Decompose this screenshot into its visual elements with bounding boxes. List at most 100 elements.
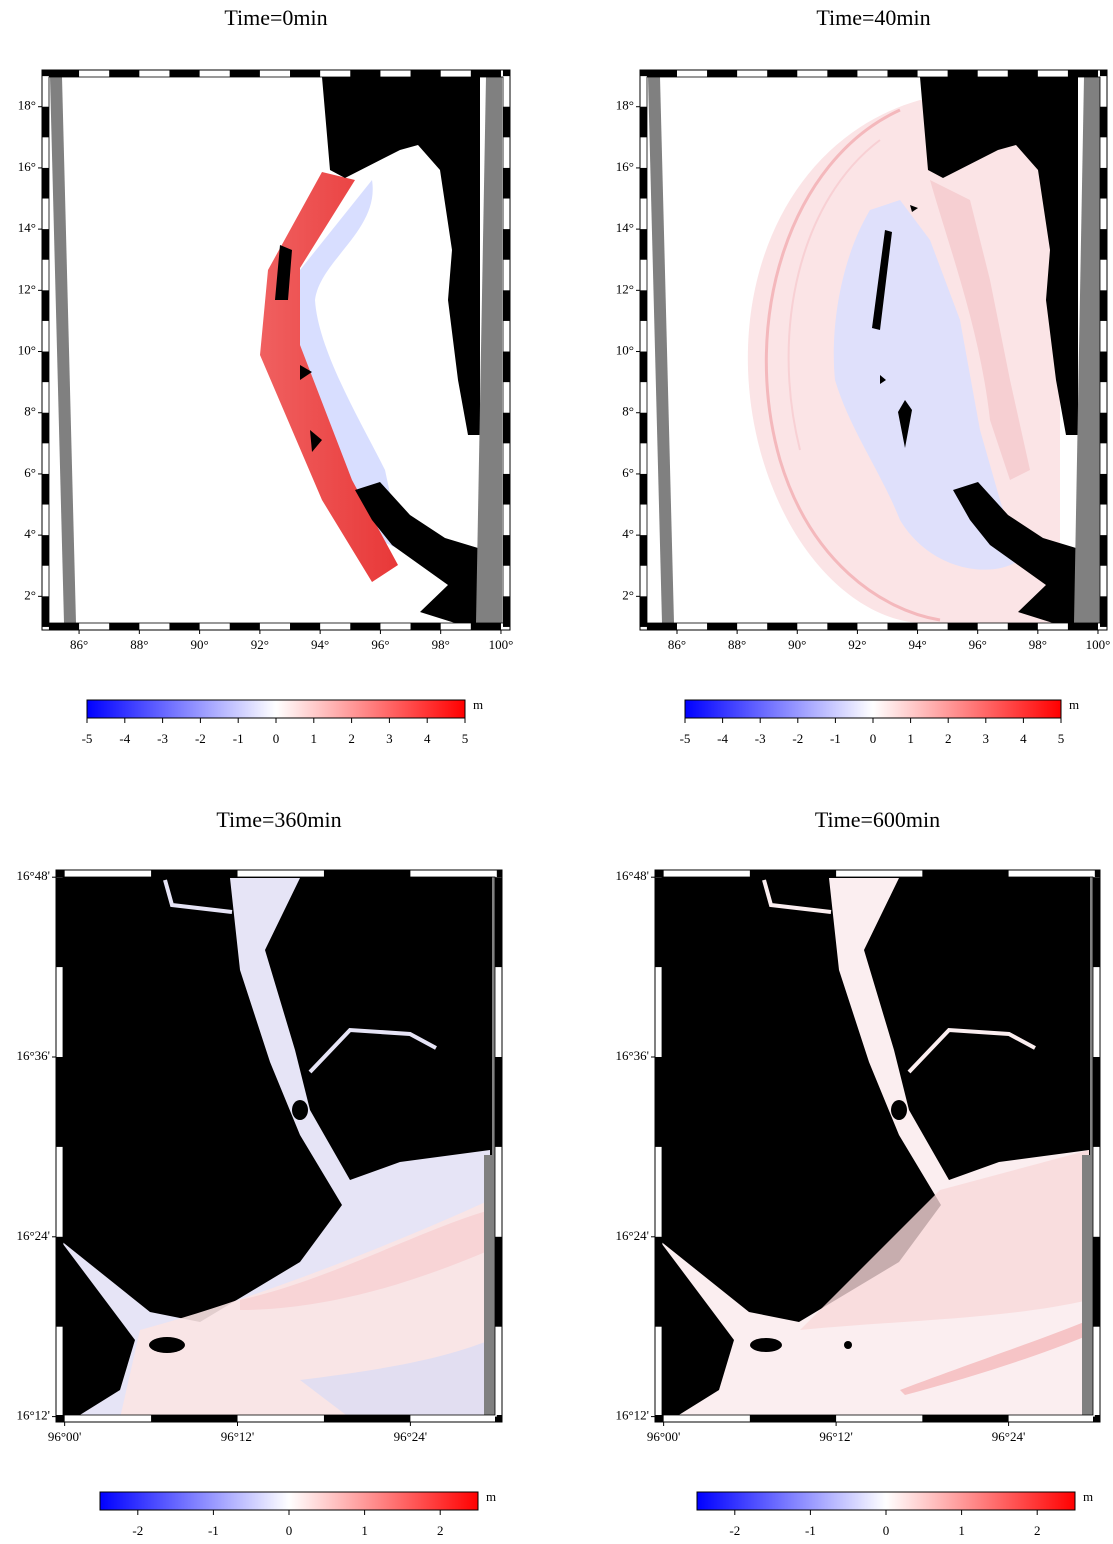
frame-segment xyxy=(922,870,1009,877)
colorbar-tick-label: 2 xyxy=(348,731,355,746)
x-tick-label: 86° xyxy=(70,637,88,652)
frame-segment xyxy=(1100,535,1107,566)
frame-segment xyxy=(947,70,978,77)
x-tick-label: 96° xyxy=(371,637,389,652)
x-tick-label: 90° xyxy=(788,637,806,652)
y-tick-label: 16° xyxy=(616,159,634,174)
y-tick-label: 16°24' xyxy=(16,1228,50,1243)
frame-segment xyxy=(323,1415,411,1422)
frame-segment xyxy=(640,351,647,383)
colorbar-tick-label: 5 xyxy=(1058,731,1065,746)
frame-segment xyxy=(1007,623,1038,630)
colorbar-tick-label: -2 xyxy=(792,731,803,746)
frame-segment xyxy=(496,870,502,877)
x-tick-label: 96°12' xyxy=(819,1429,853,1444)
colorbar-tick-label: -1 xyxy=(233,731,244,746)
frame-segment xyxy=(1093,1056,1100,1147)
frame-segment xyxy=(1100,106,1107,138)
frame-segment xyxy=(947,623,978,630)
frame-segment xyxy=(1100,412,1107,444)
x-tick-label: 96°00' xyxy=(647,1429,681,1444)
frame-segment xyxy=(767,70,798,77)
colorbar-tick-label: 2 xyxy=(945,731,952,746)
frame-segment xyxy=(109,70,140,77)
map-3 xyxy=(662,877,1093,1415)
frame-segment xyxy=(503,596,510,627)
y-tick-label: 18° xyxy=(18,98,36,113)
x-tick-label: 92° xyxy=(848,637,866,652)
x-tick-label: 96° xyxy=(969,637,987,652)
frame-segment xyxy=(887,623,918,630)
x-tick-label: 88° xyxy=(130,637,148,652)
y-tick-label: 12° xyxy=(616,281,634,296)
frame-segment xyxy=(42,473,49,505)
frame-segment xyxy=(1100,351,1107,383)
colorbar-tick-label: -2 xyxy=(729,1523,740,1538)
colorbar-tick-label: 0 xyxy=(883,1523,890,1538)
frame-segment xyxy=(56,870,65,877)
frame-segment xyxy=(827,623,858,630)
colorbar-tick-label: -3 xyxy=(157,731,168,746)
frame-segment xyxy=(1093,877,1100,968)
map-2 xyxy=(63,877,495,1415)
y-tick-label: 16°48' xyxy=(16,868,50,883)
frame-segment xyxy=(42,596,49,627)
x-tick-label: 98° xyxy=(432,637,450,652)
frame-segment xyxy=(495,1236,502,1327)
colorbar-tick-label: -1 xyxy=(208,1523,219,1538)
frame-segment xyxy=(646,623,677,630)
y-tick-label: 16°24' xyxy=(615,1228,649,1243)
frame-segment xyxy=(503,351,510,383)
y-tick-label: 6° xyxy=(622,465,634,480)
y-tick-label: 18° xyxy=(616,98,634,113)
colorbar-unit: m xyxy=(486,1489,496,1504)
frame-segment xyxy=(42,412,49,444)
frame-segment xyxy=(707,70,738,77)
frame-segment xyxy=(1100,70,1107,77)
frame-segment xyxy=(1093,1236,1100,1327)
y-tick-label: 2° xyxy=(622,587,634,602)
colorbar-tick-label: 0 xyxy=(286,1523,293,1538)
y-tick-label: 12° xyxy=(18,281,36,296)
frame-segment xyxy=(1093,1416,1100,1422)
frame-segment xyxy=(646,70,677,77)
frame-segment xyxy=(42,229,49,260)
frame-segment xyxy=(503,535,510,566)
frame-inner xyxy=(48,76,504,624)
frame-segment xyxy=(640,290,647,321)
frame-segment xyxy=(503,473,510,505)
frame-segment xyxy=(290,70,321,77)
frame-segment xyxy=(350,623,381,630)
x-tick-label: 90° xyxy=(191,637,209,652)
colorbar-tick-label: -4 xyxy=(119,731,130,746)
frame-outer xyxy=(639,69,1108,631)
frame-segment xyxy=(56,877,63,968)
frame-segment xyxy=(169,70,200,77)
frame-segment xyxy=(495,1416,502,1422)
frame-segment xyxy=(151,1415,238,1422)
frame-segment xyxy=(749,870,837,877)
colorbar xyxy=(86,699,466,719)
frame-segment xyxy=(655,870,664,877)
frame-segment xyxy=(42,167,49,199)
x-tick-label: 96°24' xyxy=(992,1429,1026,1444)
frame-segment xyxy=(229,70,260,77)
frame-segment xyxy=(42,290,49,321)
frame-segment xyxy=(410,623,441,630)
x-tick-label: 96°00' xyxy=(48,1429,82,1444)
frame-segment xyxy=(323,870,411,877)
x-tick-label: 100° xyxy=(1086,637,1111,652)
frame-segment xyxy=(827,70,858,77)
frame-segment xyxy=(42,106,49,138)
frame-segment xyxy=(655,877,662,968)
colorbar-tick-label: 2 xyxy=(1034,1523,1041,1538)
colorbar-tick-label: 1 xyxy=(958,1523,965,1538)
frame-segment xyxy=(640,412,647,444)
colorbar-tick-label: -4 xyxy=(717,731,728,746)
frame-segment xyxy=(42,535,49,566)
colorbar xyxy=(99,1491,479,1511)
y-tick-label: 4° xyxy=(622,526,634,541)
colorbar-tick-label: -1 xyxy=(830,731,841,746)
colorbar-tick-label: -5 xyxy=(680,731,691,746)
